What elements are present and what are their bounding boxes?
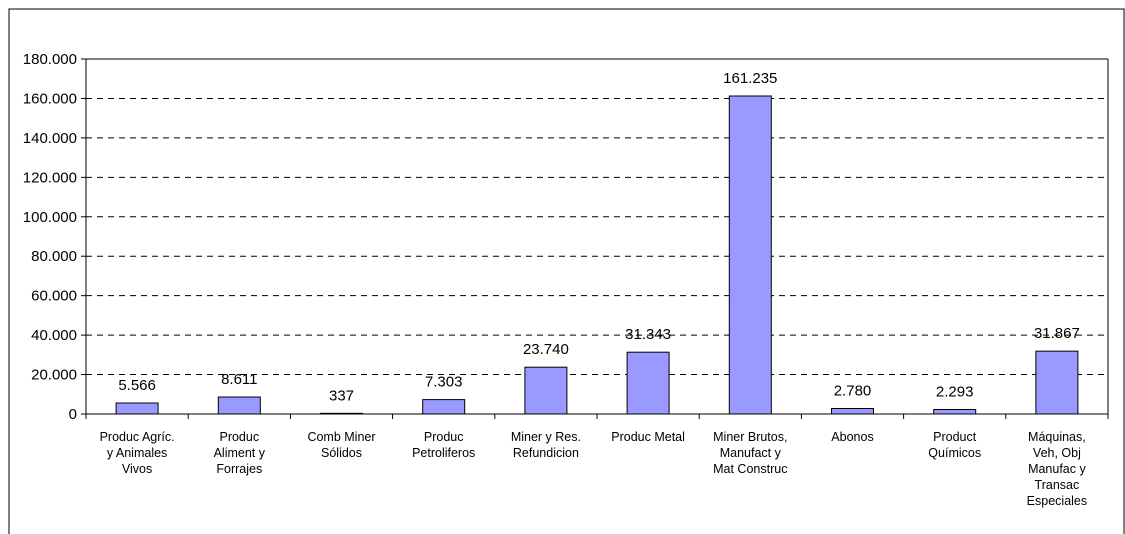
bar-value-label: 5.566 — [118, 377, 156, 394]
y-tick-label: 140.000 — [23, 130, 77, 147]
category-label-line: Máquinas, — [1028, 430, 1086, 444]
bar — [1035, 350, 1079, 415]
bar — [115, 402, 159, 415]
category-label-line: Miner Brutos, — [713, 430, 787, 444]
bar-value-label: 2.780 — [834, 383, 872, 400]
category-label-line: Sólidos — [321, 446, 362, 460]
category-label: Product Químicos — [928, 430, 981, 460]
category-label-line: Especiales — [1027, 494, 1087, 508]
bar — [728, 95, 772, 415]
category-label: Máquinas, Veh, Obj Manufac y Transac Especia… — [1027, 430, 1087, 508]
axes — [81, 58, 1109, 419]
bar-value-label: 31.867 — [1034, 325, 1080, 342]
data-labels: 5.566 8.611 337 7.303 23.740 31.343 161.235 2.7… — [118, 70, 1080, 404]
category-label-line: Manufact y — [720, 446, 782, 460]
category-label: Comb Miner Sólidos — [307, 430, 375, 460]
category-label-line: Manufac y — [1028, 462, 1086, 476]
bar-value-label: 23.740 — [523, 341, 569, 358]
category-label: Produc Agríc. y Animales Vivos — [100, 430, 175, 476]
bar-value-label: 2.293 — [936, 383, 974, 400]
category-label-line: Produc — [219, 430, 259, 444]
y-tick-label: 120.000 — [23, 169, 77, 186]
bar-value-label: 7.303 — [425, 374, 463, 391]
category-label-line: y Animales — [107, 446, 167, 460]
category-label-line: Product — [933, 430, 977, 444]
bar — [933, 408, 977, 415]
category-label-line: Produc — [424, 430, 464, 444]
category-label: Produc Metal — [611, 430, 685, 444]
category-label-line: Veh, Obj — [1033, 446, 1081, 460]
chart-border — [8, 8, 1125, 534]
category-label: Abonos — [831, 430, 873, 444]
y-tick-label: 60.000 — [31, 288, 77, 305]
y-tick-label: 0 — [69, 406, 77, 423]
y-tick-label: 100.000 — [23, 209, 77, 226]
category-label: Produc Aliment y Forrajes — [214, 430, 266, 476]
category-label: Miner y Res. Refundicion — [511, 430, 581, 460]
bar — [626, 351, 670, 415]
y-tick-label: 40.000 — [31, 327, 77, 344]
bar-value-label: 31.343 — [625, 326, 671, 343]
y-tick-labels: 0 20.000 40.000 60.000 80.000 100.000 120.000 1… — [23, 51, 77, 423]
category-label-line: Vivos — [122, 462, 152, 476]
bar — [217, 396, 261, 415]
category-label-line: Abonos — [831, 430, 873, 444]
bar — [831, 408, 874, 415]
category-label-line: Mat Construc — [713, 462, 787, 476]
bar-value-label: 161.235 — [723, 70, 777, 87]
bar-value-label: 8.611 — [221, 371, 257, 388]
category-label-line: Miner y Res. — [511, 430, 581, 444]
category-label: Miner Brutos, Manufact y Mat Construc — [713, 430, 787, 476]
category-label-line: Refundicion — [513, 446, 579, 460]
y-tick-label: 160.000 — [23, 90, 77, 107]
category-label-line: Comb Miner — [307, 430, 375, 444]
y-tick-label: 180.000 — [23, 51, 77, 68]
bar — [524, 366, 568, 415]
y-tick-label: 20.000 — [31, 367, 77, 384]
bar — [422, 399, 466, 415]
category-label-line: Aliment y — [214, 446, 266, 460]
gridlines — [86, 58, 1108, 376]
bars — [115, 95, 1079, 415]
y-tick-label: 80.000 — [31, 248, 77, 265]
category-label: Produc Petroliferos — [412, 430, 475, 460]
bar-value-label: 337 — [329, 387, 354, 404]
category-label-line: Produc Metal — [611, 430, 685, 444]
category-label-line: Petroliferos — [412, 446, 475, 460]
category-label-line: Transac — [1035, 478, 1080, 492]
category-label-line: Forrajes — [216, 462, 262, 476]
category-label-line: Químicos — [928, 446, 981, 460]
category-label-line: Produc Agríc. — [100, 430, 175, 444]
category-labels: Produc Agríc. y Animales Vivos Produc Alimen… — [100, 430, 1088, 508]
